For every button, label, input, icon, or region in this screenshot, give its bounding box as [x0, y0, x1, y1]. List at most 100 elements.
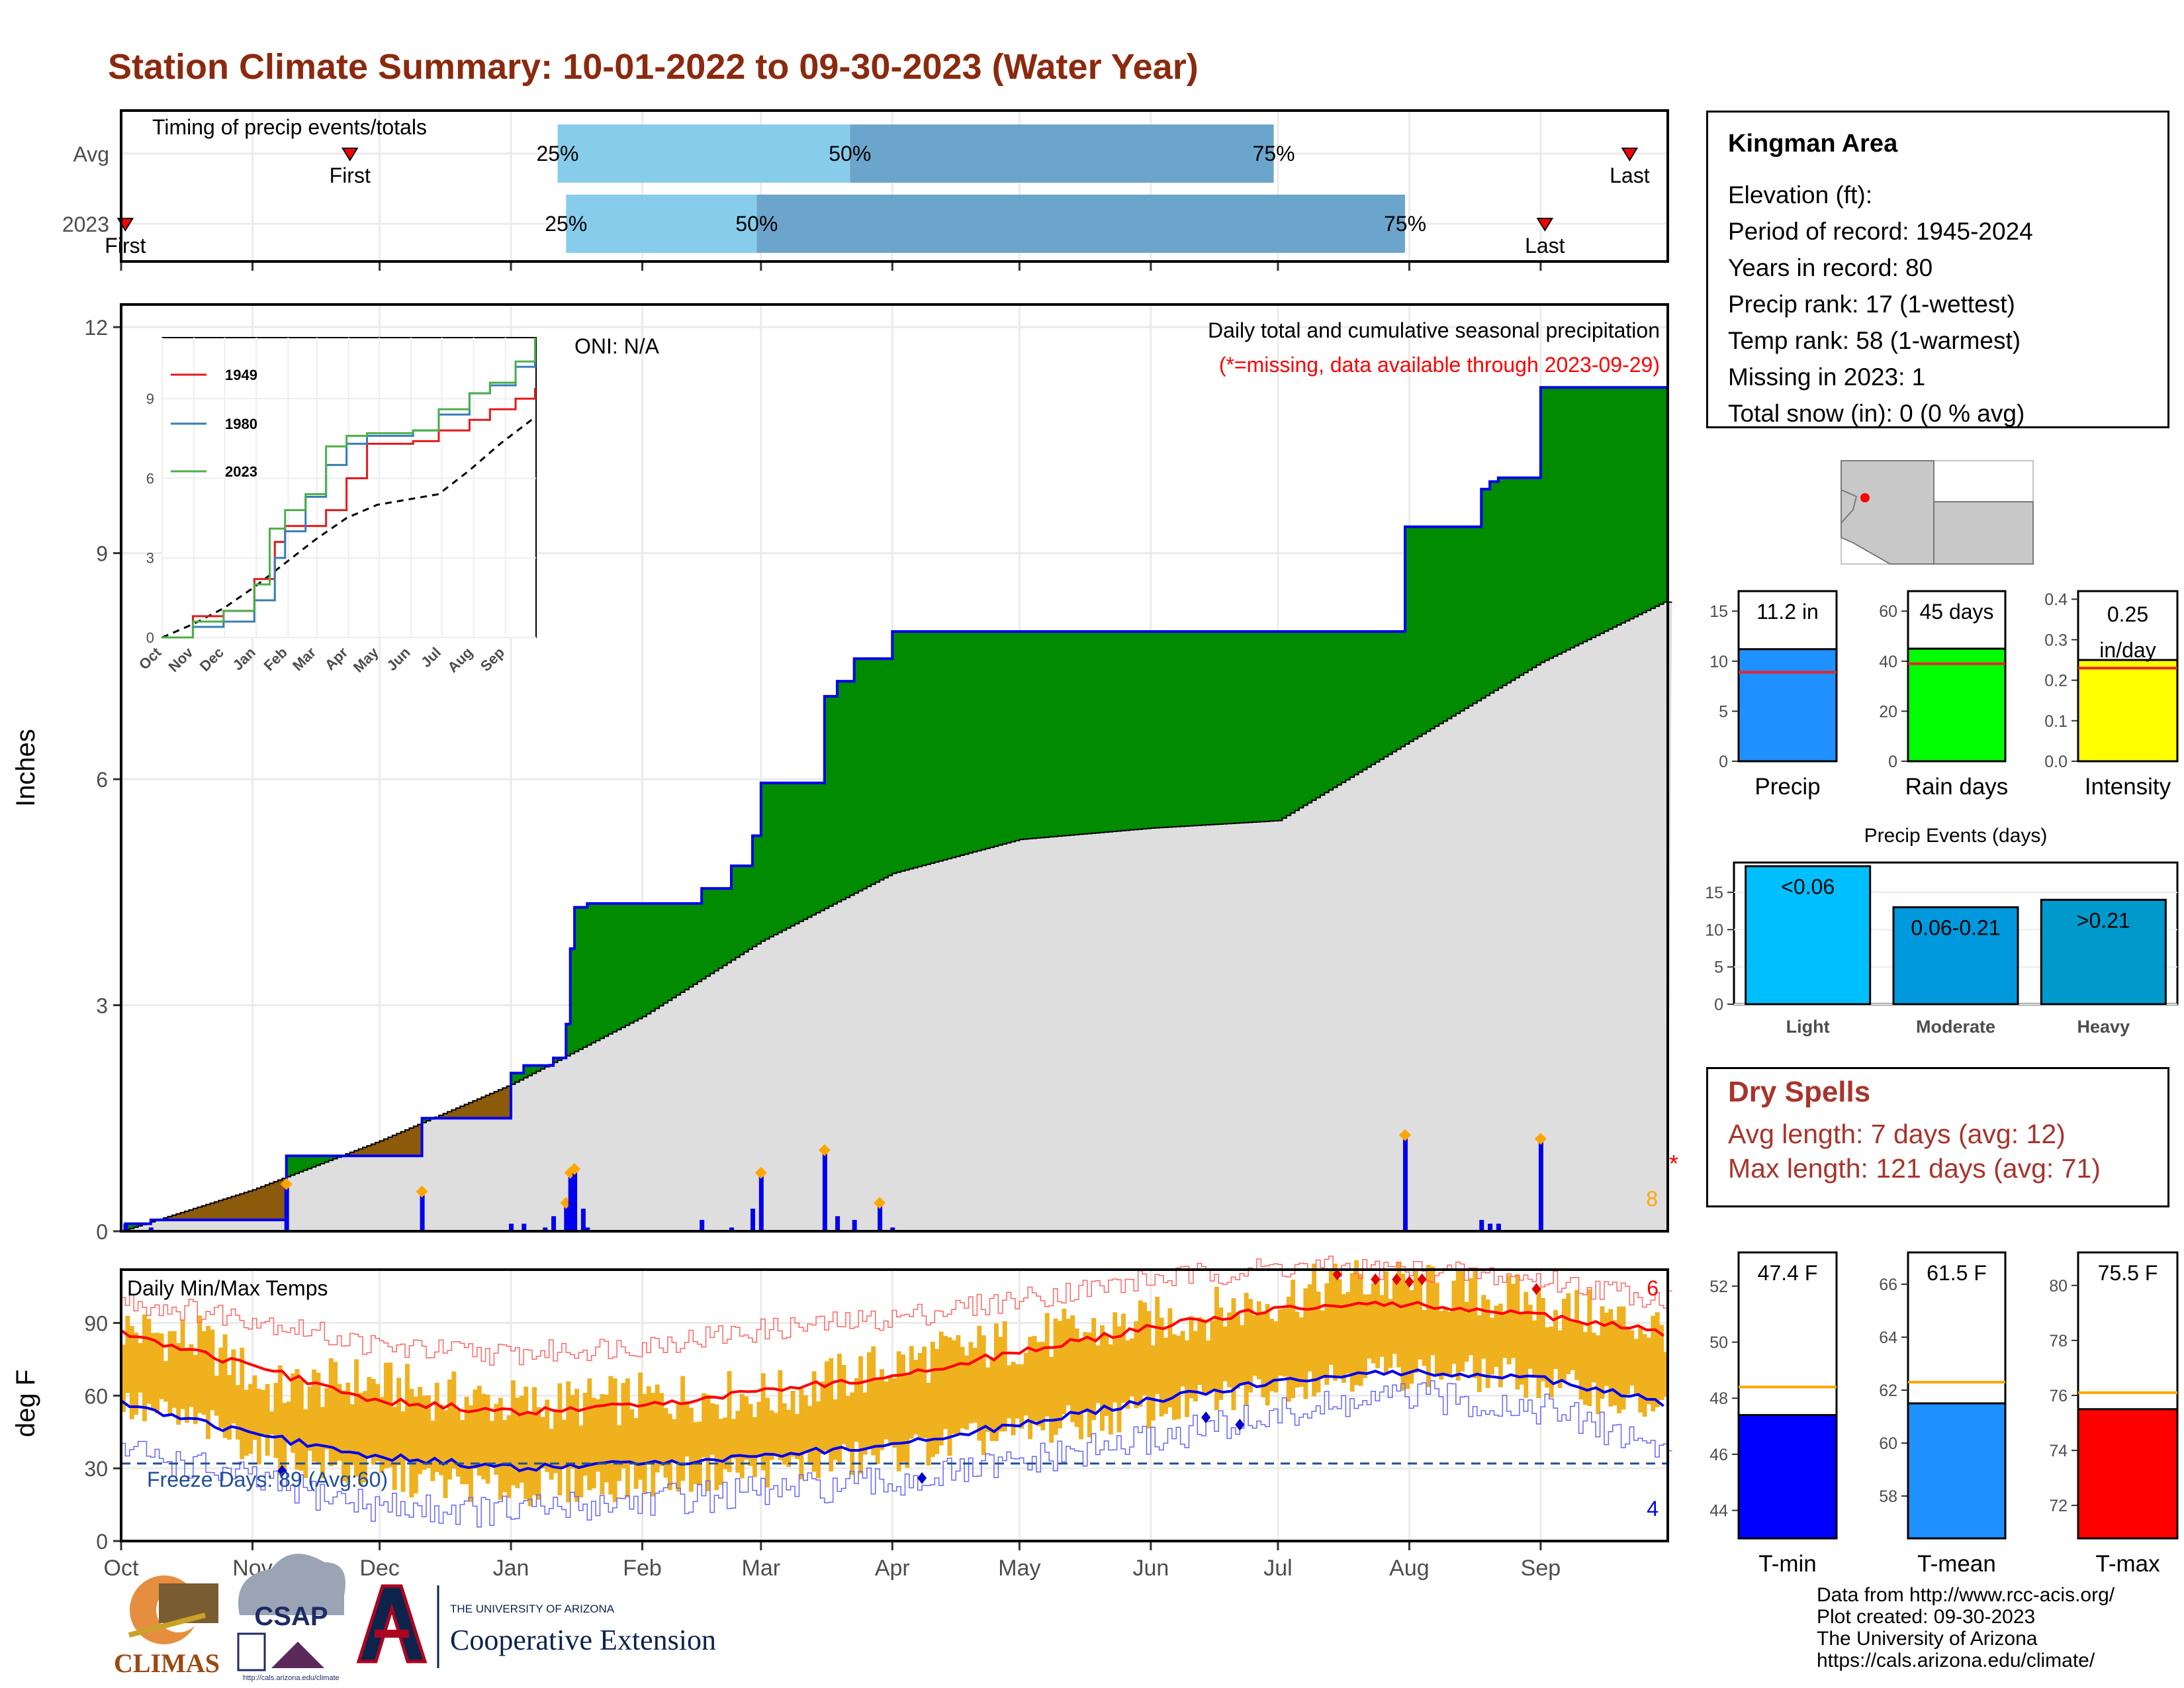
mini-category-label: Intensity [2085, 774, 2171, 800]
events-bar-label: 0.06-0.21 [1911, 916, 2000, 940]
precip-y-tick-label: 12 [84, 316, 108, 340]
precip-y-tick-label: 0 [96, 1220, 108, 1244]
precip-annotation-title: Daily total and cumulative seasonal prec… [1208, 318, 1660, 342]
events-bar-label: >0.21 [2077, 908, 2130, 932]
temp-title: Daily Min/Max Temps [127, 1276, 328, 1300]
precip-event-marker [754, 1166, 767, 1179]
events-y-tick-label: 0 [1714, 996, 1723, 1014]
dry-spells-avg: Avg length: 7 days (avg: 12) [1728, 1119, 2066, 1149]
mini-y-tick-label: 78 [2049, 1332, 2068, 1350]
inset-line-2023 [162, 338, 536, 639]
daily-precip-bar [148, 1227, 154, 1231]
daily-precip-bar [835, 1216, 841, 1231]
events-category-label: Heavy [2077, 1017, 2130, 1037]
oni-label: ONI: N/A [574, 334, 660, 358]
page-title: Station Climate Summary: 10-01-2022 to 0… [108, 47, 1199, 87]
precip-event-marker [818, 1144, 831, 1156]
timing-frame [120, 109, 1669, 263]
ua-large-text: Cooperative Extension [450, 1624, 716, 1656]
summary-bar-charts: 0 5 10 15 11.2 in Precip 0 20 40 60 45 days Rain da… [1709, 590, 2179, 800]
mini-y-tick-label: 5 [1719, 702, 1728, 721]
record-high-marker [1371, 1273, 1381, 1286]
precip-event-marker [280, 1178, 293, 1190]
temp-y-tick-label: 0 [96, 1530, 108, 1554]
daily-precip-bar [729, 1227, 734, 1231]
precip-y-tick-label: 9 [96, 542, 108, 566]
record-low-marker [277, 1464, 287, 1477]
record-low-marker [1201, 1411, 1211, 1424]
daily-precip-bar [758, 1174, 764, 1231]
temp-x-tick-label: Jan [493, 1556, 529, 1581]
events-category-label: Light [1786, 1017, 1830, 1037]
mini-y-tick-label: 0.3 [2044, 631, 2068, 649]
mini-value-label: 45 days [1919, 600, 1993, 624]
daily-precip-bar [420, 1194, 425, 1231]
record-max-line [121, 1255, 1672, 1366]
avg-max-line [120, 1300, 1664, 1417]
timing-bar-late [756, 195, 1406, 253]
record-high-marker [1392, 1273, 1402, 1286]
mini-y-tick-label: 0.0 [2044, 753, 2068, 771]
temp-x-tick-label: Apr [875, 1556, 910, 1581]
daily-precip-bar [822, 1152, 827, 1231]
precip-event-marker [416, 1186, 428, 1198]
daily-temp-range-bars [121, 1260, 1668, 1507]
mini-y-tick-label: 10 [1709, 653, 1728, 671]
inset-legend-label: 2023 [225, 463, 257, 480]
mini-category-label: Rain days [1905, 774, 2009, 800]
avg-min-line [120, 1368, 1664, 1472]
climas-wordmark: CLIMAS [114, 1648, 220, 1678]
timing-p25-label: 25% [536, 142, 578, 165]
mini-y-tick-label: 50 [1709, 1334, 1728, 1352]
mini-y-tick-label: 15 [1709, 602, 1728, 621]
temp-y-tick-label: 60 [84, 1384, 108, 1408]
timing-p25-label: 25% [545, 212, 587, 236]
temp-x-tick-label: May [998, 1556, 1040, 1581]
inset-legend-label: 1980 [225, 416, 257, 432]
timing-bar-early [566, 195, 757, 253]
temp-x-tick-label: Sep [1521, 1556, 1561, 1581]
precip-frame [120, 303, 1669, 1233]
precip-count-label: 8 [1646, 1187, 1658, 1211]
timing-last-label: Last [1525, 234, 1565, 258]
mini-y-tick-label: 60 [1879, 602, 1897, 621]
daily-precip-bar [1479, 1219, 1484, 1231]
mini-value-label: 47.4 F [1758, 1261, 1818, 1285]
university-arizona-logo: THE UNIVERSITY OF ARIZONA Cooperative Ex… [356, 1584, 716, 1668]
mini-value-label: 11.2 in [1756, 600, 1819, 624]
timing-first-label: First [105, 234, 146, 258]
mini-y-tick-label: 0.2 [2044, 672, 2068, 690]
credit-line: Data from http://www.rcc-acis.org/ [1817, 1584, 2115, 1606]
daily-precip-bar [568, 1174, 573, 1231]
mini-y-tick-label: 48 [1709, 1389, 1728, 1408]
record-high-count: 6 [1647, 1276, 1659, 1300]
freeze-days-label: Freeze Days: 89 (Avg:60) [147, 1468, 388, 1491]
credit-line: The University of Arizona [1817, 1628, 2038, 1650]
temp-x-tick-label: Dec [359, 1556, 399, 1581]
record-high-marker [1332, 1268, 1342, 1281]
temp-x-tick-label: Oct [104, 1556, 139, 1581]
record-high-marker [1531, 1283, 1541, 1295]
station-info-panel: Kingman Area Elevation (ft): Period of r… [1706, 111, 2169, 428]
timing-bar-late [850, 124, 1274, 183]
precip-annotation-missing: (*=missing, data available through 2023-… [1219, 353, 1660, 377]
daily-precip-bar [1538, 1141, 1543, 1231]
timing-row-label: Avg [73, 142, 109, 166]
mini-y-tick-label: 64 [1879, 1329, 1897, 1347]
timing-title: Timing of precip events/totals [152, 115, 427, 139]
mini-y-tick-label: 76 [2049, 1387, 2068, 1405]
timing-p75-label: 75% [1384, 212, 1426, 236]
events-y-tick-label: 10 [1705, 921, 1723, 939]
mini-y-tick-label: 60 [1879, 1434, 1897, 1453]
daily-precip-bar [284, 1186, 289, 1231]
locator-map [1841, 460, 2034, 565]
timing-last-label: Last [1610, 164, 1650, 187]
temp-x-tick-label: Jun [1132, 1556, 1169, 1581]
record-high-marker [1404, 1276, 1414, 1288]
dry-spells-max: Max length: 121 days (avg: 71) [1728, 1153, 2101, 1184]
mini-y-tick-label: 0 [1719, 753, 1728, 771]
temp-x-tick-label: Aug [1389, 1556, 1430, 1581]
mini-value-label: 61.5 F [1927, 1261, 1987, 1285]
mini-y-tick-label: 80 [2049, 1277, 2068, 1295]
